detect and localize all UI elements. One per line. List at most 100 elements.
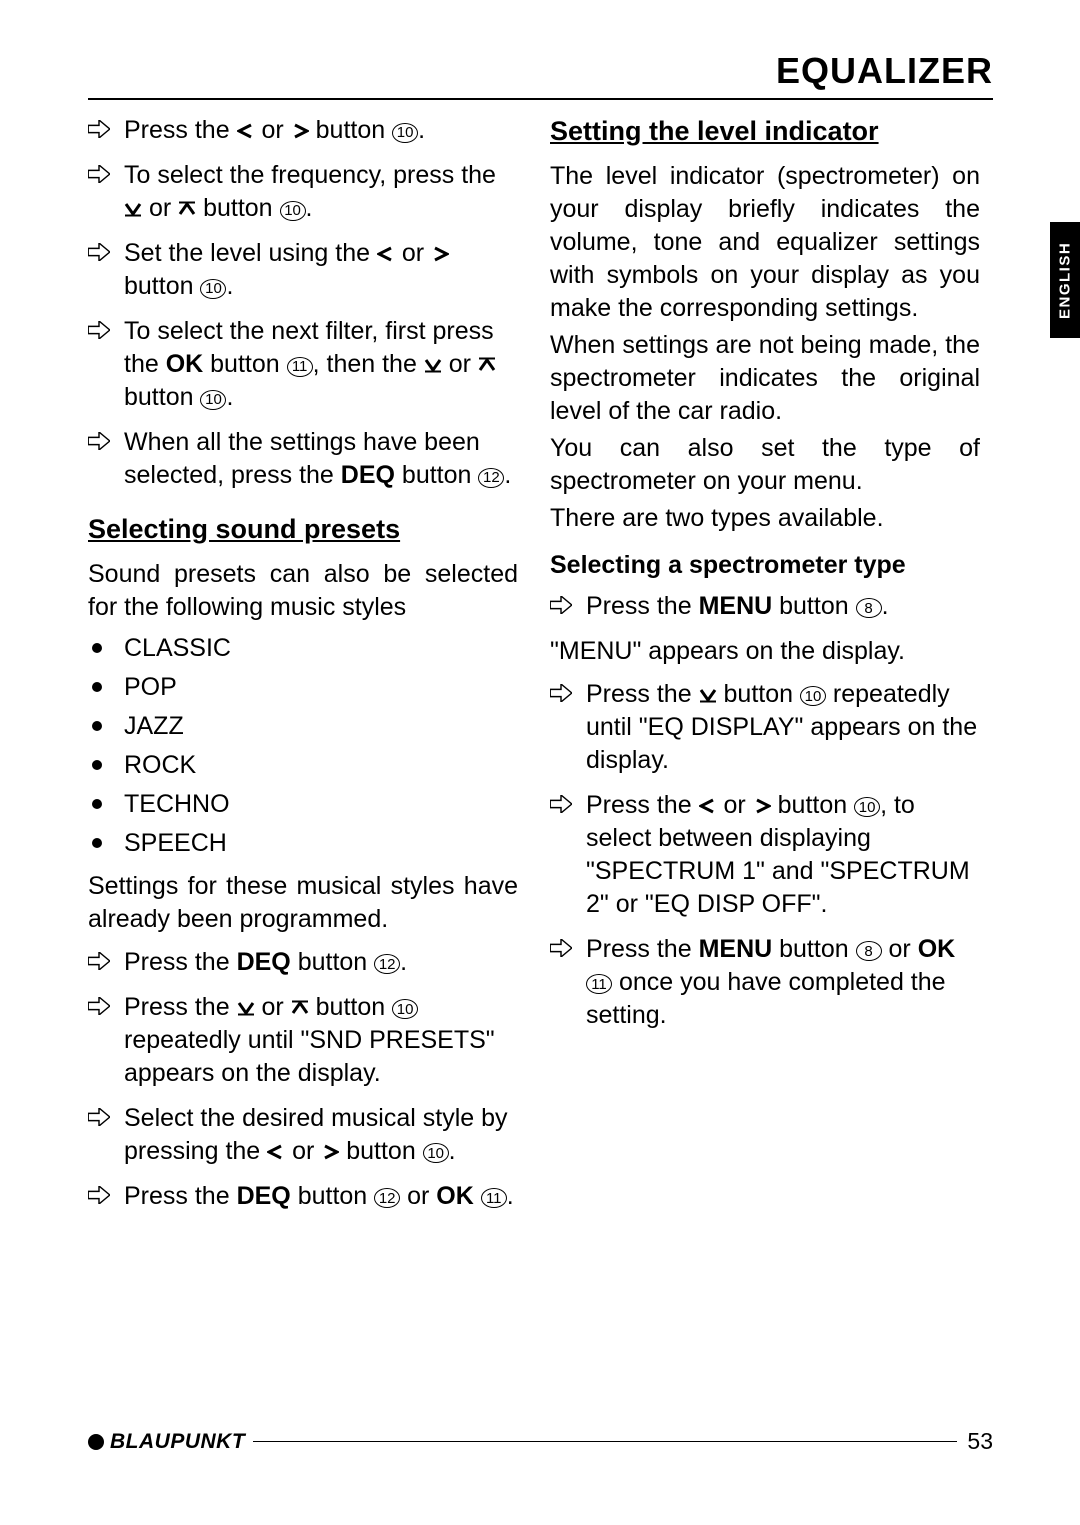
- ref-11: 11: [287, 357, 313, 377]
- paragraph: The level indicator (spectrometer) on yo…: [550, 160, 980, 325]
- preset-item: ROCK: [88, 749, 518, 782]
- brand-name: BLAUPUNKT: [110, 1430, 245, 1454]
- preset-item: TECHNO: [88, 788, 518, 821]
- ref-10: 10: [854, 797, 880, 817]
- bold-ok: OK: [436, 1182, 474, 1210]
- text: or: [142, 194, 178, 222]
- step-item: Press the or button 10, to select betwee…: [550, 789, 980, 921]
- ref-8: 8: [856, 941, 882, 961]
- text: or: [395, 239, 431, 267]
- text: button: [771, 791, 854, 819]
- bold-deq: DEQ: [237, 948, 291, 976]
- left-arrow-icon: [267, 1136, 285, 1152]
- text: Press the: [586, 791, 699, 819]
- ref-12: 12: [374, 1188, 400, 1208]
- right-arrow-icon: [291, 115, 309, 131]
- text: Press the: [124, 993, 237, 1021]
- two-column-layout: Press the or button 10. To select the fr…: [88, 114, 993, 1225]
- text: Press the: [586, 592, 699, 620]
- steps-list-3b: Press the button 10 repeatedly until "EQ…: [550, 678, 980, 1032]
- page-content: EQUALIZER Press the or button 10. To sel…: [88, 50, 993, 1225]
- text: button: [124, 383, 200, 411]
- bold-menu: MENU: [699, 935, 773, 963]
- text: , then the: [313, 350, 424, 378]
- text: button: [309, 993, 392, 1021]
- bold-menu: MENU: [699, 592, 773, 620]
- left-column: Press the or button 10. To select the fr…: [88, 114, 518, 1225]
- step-item: To select the frequency, press the or bu…: [88, 159, 518, 225]
- bold-ok: OK: [166, 350, 204, 378]
- paragraph: "MENU" appears on the display.: [550, 635, 980, 668]
- step-item: To select the next filter, first press t…: [88, 315, 518, 414]
- text: Press the: [586, 680, 699, 708]
- step-item: Select the desired musical style by pres…: [88, 1102, 518, 1168]
- presets-note: Settings for these musical styles have a…: [88, 870, 518, 936]
- text: Press the: [124, 1182, 237, 1210]
- preset-item: SPEECH: [88, 827, 518, 860]
- right-column: Setting the level indicator The level in…: [550, 114, 980, 1225]
- text: repeatedly until "SND PRESETS" appears o…: [124, 1026, 495, 1087]
- text: button: [203, 350, 286, 378]
- language-tab: ENGLISH: [1050, 222, 1080, 338]
- brand-dot-icon: [88, 1434, 104, 1450]
- ref-8: 8: [856, 598, 882, 618]
- step-item: Press the or button 10 repeatedly until …: [88, 991, 518, 1090]
- text: button: [196, 194, 279, 222]
- step-item: Press the or button 10.: [88, 114, 518, 147]
- text: button: [124, 272, 200, 300]
- step-item: Press the MENU button 8 or OK 11 once yo…: [550, 933, 980, 1032]
- ref-10: 10: [200, 390, 226, 410]
- step-item: Set the level using the or button 10.: [88, 237, 518, 303]
- page-number: 53: [967, 1428, 993, 1455]
- text: Set the level using the: [124, 239, 377, 267]
- right-arrow-icon: [431, 238, 449, 254]
- ref-10: 10: [423, 1143, 449, 1163]
- step-item: Press the DEQ button 12 or OK 11.: [88, 1180, 518, 1213]
- presets-list: CLASSIC POP JAZZ ROCK TECHNO SPEECH: [88, 632, 518, 860]
- presets-intro: Sound presets can also be selected for t…: [88, 558, 518, 624]
- ref-10: 10: [280, 201, 306, 221]
- text: button: [395, 461, 478, 489]
- ref-12: 12: [478, 468, 504, 488]
- heading-sound-presets: Selecting sound presets: [88, 512, 518, 548]
- text: or: [442, 350, 478, 378]
- left-arrow-icon: [699, 790, 717, 806]
- preset-item: CLASSIC: [88, 632, 518, 665]
- text: button: [772, 592, 855, 620]
- down-arrow-icon: [424, 349, 442, 365]
- text: or: [285, 1137, 321, 1165]
- text: button: [291, 948, 374, 976]
- text: or: [255, 993, 291, 1021]
- ref-10: 10: [200, 279, 226, 299]
- text: Press the: [124, 948, 237, 976]
- text: or: [255, 116, 291, 144]
- text: button: [772, 935, 855, 963]
- step-item: Press the MENU button 8.: [550, 590, 980, 623]
- ref-11: 11: [586, 974, 612, 994]
- paragraph: You can also set the type of spectromete…: [550, 432, 980, 498]
- bold-deq: DEQ: [237, 1182, 291, 1210]
- footer-rule: [253, 1441, 957, 1442]
- steps-list-1: Press the or button 10. To select the fr…: [88, 114, 518, 492]
- right-arrow-icon: [321, 1136, 339, 1152]
- text: or: [400, 1182, 436, 1210]
- up-arrow-icon: [478, 349, 496, 365]
- step-item: Press the button 10 repeatedly until "EQ…: [550, 678, 980, 777]
- text: or: [882, 935, 918, 963]
- bold-ok: OK: [918, 935, 956, 963]
- ref-10: 10: [800, 686, 826, 706]
- ref-10: 10: [392, 123, 418, 143]
- steps-list-2: Press the DEQ button 12. Press the or bu…: [88, 946, 518, 1213]
- text: Press the: [124, 116, 237, 144]
- step-item: When all the settings have been selected…: [88, 426, 518, 492]
- text: button: [717, 680, 800, 708]
- text: once you have completed the setting.: [586, 968, 946, 1029]
- ref-12: 12: [374, 954, 400, 974]
- left-arrow-icon: [237, 115, 255, 131]
- step-item: Press the DEQ button 12.: [88, 946, 518, 979]
- text: Press the: [586, 935, 699, 963]
- text: or: [717, 791, 753, 819]
- steps-list-3: Press the MENU button 8.: [550, 590, 980, 623]
- paragraph: There are two types available.: [550, 502, 980, 535]
- ref-10: 10: [392, 999, 418, 1019]
